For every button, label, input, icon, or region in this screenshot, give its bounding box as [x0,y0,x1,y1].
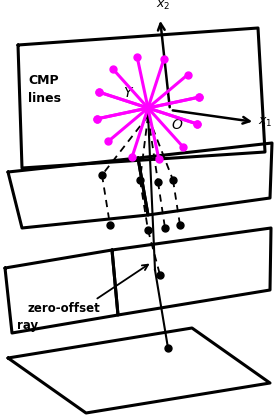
Text: $Y$: $Y$ [123,86,134,100]
Text: $x_1$: $x_1$ [258,116,273,128]
Text: zero-offset: zero-offset [28,301,101,314]
Text: $O$: $O$ [171,118,183,132]
Text: $x_2$: $x_2$ [156,0,170,12]
Text: CMP: CMP [28,73,59,86]
Text: ray: ray [17,319,39,332]
Text: lines: lines [28,91,61,105]
